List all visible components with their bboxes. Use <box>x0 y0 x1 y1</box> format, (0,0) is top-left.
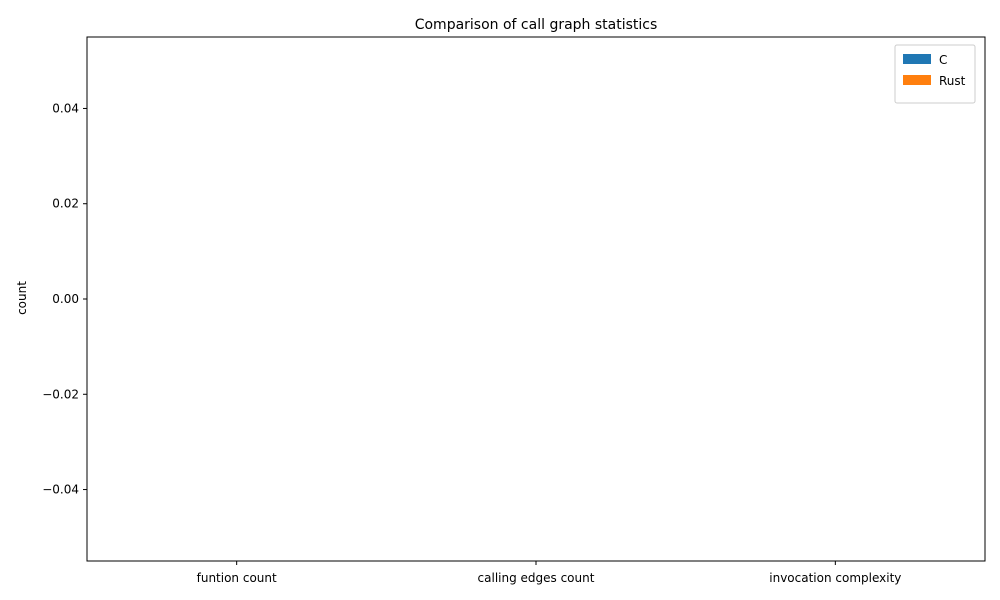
x-tick-label: calling edges count <box>478 571 595 585</box>
legend-label-c: C <box>939 53 947 67</box>
x-tick-label: funtion count <box>197 571 277 585</box>
y-tick-label: −0.02 <box>42 387 79 401</box>
legend-swatch-rust <box>903 75 931 85</box>
y-tick-label: 0.04 <box>52 101 79 115</box>
legend-swatch-c <box>903 54 931 64</box>
legend: C Rust <box>894 44 976 104</box>
x-tick-label: invocation complexity <box>769 571 901 585</box>
plot-area: −0.04 −0.02 0.00 0.02 0.04 funtion count calli… <box>42 101 901 585</box>
chart-title: Comparison of call graph statistics <box>415 17 658 33</box>
y-tick-label: 0.02 <box>52 197 79 211</box>
plot-frame <box>86 36 986 562</box>
y-tick-label: −0.04 <box>42 483 79 497</box>
y-tick-label: 0.00 <box>52 292 79 306</box>
y-axis-label: count <box>15 281 29 315</box>
legend-label-rust: Rust <box>939 74 966 88</box>
